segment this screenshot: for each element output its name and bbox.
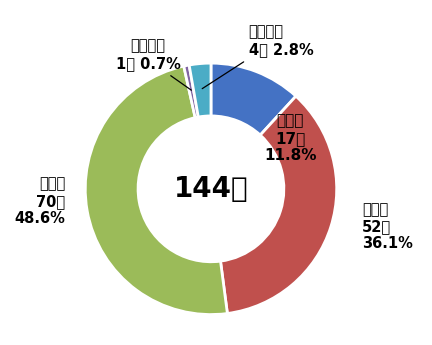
Wedge shape (220, 96, 337, 314)
Text: 小学生
17人
11.8%: 小学生 17人 11.8% (264, 114, 316, 164)
Text: 中学生
52人
36.1%: 中学生 52人 36.1% (362, 202, 413, 252)
Wedge shape (85, 66, 227, 315)
Wedge shape (189, 63, 211, 117)
Text: 無職少年
4人 2.8%: 無職少年 4人 2.8% (249, 24, 314, 57)
Wedge shape (211, 63, 296, 135)
Text: 有職少年
1人 0.7%: 有職少年 1人 0.7% (116, 38, 181, 71)
Wedge shape (184, 65, 198, 118)
Text: 144人: 144人 (174, 175, 248, 203)
Text: 高校生
70人
48.6%: 高校生 70人 48.6% (14, 177, 65, 226)
